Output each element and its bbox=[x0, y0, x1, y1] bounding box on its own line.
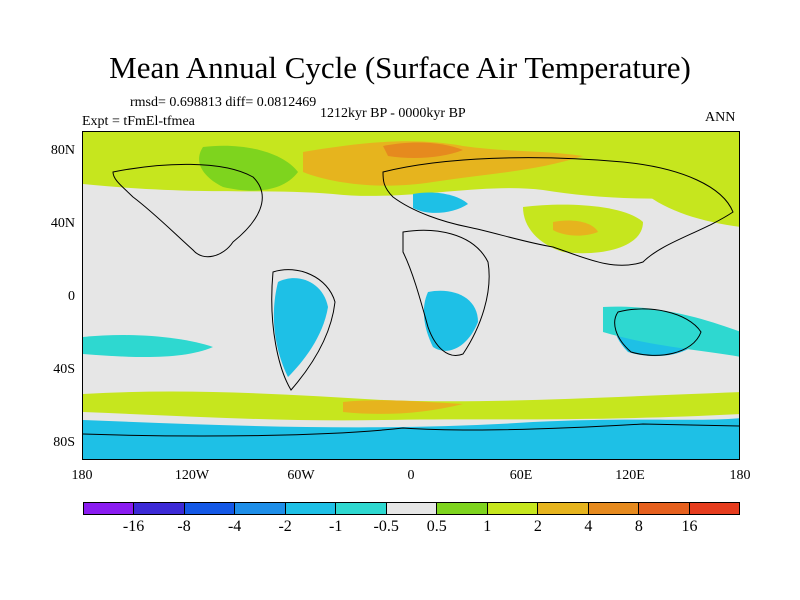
indian-ocean-cool bbox=[603, 306, 739, 357]
lat-label-80s: 80S bbox=[53, 435, 75, 450]
southern-strong-warm bbox=[343, 400, 463, 414]
lon-label-60w: 60W bbox=[287, 468, 315, 483]
colorbar-label: 0.5 bbox=[426, 518, 447, 535]
colorbar-swatch bbox=[134, 503, 185, 514]
map-panel bbox=[82, 131, 740, 460]
colorbar-swatch bbox=[285, 503, 337, 514]
south-pacific-cool bbox=[83, 335, 213, 358]
lon-label-0: 0 bbox=[407, 468, 415, 483]
colorbar-swatch bbox=[235, 503, 286, 514]
antarctic-coast bbox=[83, 423, 739, 437]
mediterranean-cool bbox=[413, 192, 468, 213]
colorbar-label: -2 bbox=[278, 518, 292, 535]
lon-label-120e: 120E bbox=[615, 468, 645, 483]
period-text: 1212kyr BP - 0000kyr BP bbox=[320, 106, 466, 121]
colorbar-label: 8 bbox=[634, 518, 643, 535]
lat-label-0: 0 bbox=[68, 289, 75, 304]
south-america-cool bbox=[273, 278, 328, 377]
africa-outline bbox=[402, 229, 490, 356]
colorbar-label: -0.5 bbox=[373, 518, 399, 535]
antarctic-cool bbox=[83, 418, 739, 459]
colorbar-label: -1 bbox=[329, 518, 343, 535]
colorbar-label: 2 bbox=[533, 518, 542, 535]
colorbar-swatch bbox=[84, 503, 135, 514]
north-america-outline bbox=[112, 163, 263, 258]
eurasia-outline bbox=[382, 157, 734, 266]
season-label: ANN bbox=[705, 110, 736, 125]
lat-label-40s: 40S bbox=[53, 362, 75, 377]
south-america-outline bbox=[271, 269, 336, 391]
greenland-warm bbox=[199, 145, 298, 191]
colorbar-label: 4 bbox=[584, 518, 593, 535]
africa-cool bbox=[423, 290, 478, 351]
colorbar-label: 16 bbox=[681, 518, 698, 535]
colorbar-swatch bbox=[386, 503, 438, 514]
tibet-warm bbox=[553, 220, 598, 236]
colorbar-swatch bbox=[639, 503, 690, 514]
colorbar-label: 1 bbox=[483, 518, 492, 535]
colorbar-swatch bbox=[689, 503, 740, 514]
lon-label-60e: 60E bbox=[509, 468, 533, 483]
chart-title: Mean Annual Cycle (Surface Air Temperatu… bbox=[109, 50, 691, 85]
lat-label-40n: 40N bbox=[50, 216, 75, 231]
colorbar-swatch bbox=[538, 503, 589, 514]
stats-text: rmsd= 0.698813 diff= 0.0812469 bbox=[130, 95, 317, 110]
arctic-peak bbox=[383, 142, 463, 158]
colorbar-label: -8 bbox=[177, 518, 191, 535]
colorbar-label: -4 bbox=[227, 518, 242, 535]
colorbar-swatch bbox=[588, 503, 640, 514]
pacific-warm bbox=[643, 171, 739, 227]
lon-label-180e: 180 bbox=[729, 468, 751, 483]
colorbar-label: -16 bbox=[122, 518, 145, 535]
temperature-map bbox=[83, 132, 739, 459]
australia-outline bbox=[614, 308, 702, 356]
colorbar-swatch bbox=[487, 503, 539, 514]
colorbar bbox=[83, 502, 740, 515]
lon-label-120w: 120W bbox=[174, 468, 210, 483]
arctic-strong-warm bbox=[303, 141, 583, 186]
colorbar-swatch bbox=[184, 503, 236, 514]
colorbar-swatch bbox=[336, 503, 387, 514]
lat-label-80n: 80N bbox=[50, 143, 75, 158]
experiment-text: Expt = tFmEl-tfmea bbox=[82, 114, 195, 129]
lon-label-180w: 180 bbox=[71, 468, 93, 483]
colorbar-swatch bbox=[437, 503, 488, 514]
